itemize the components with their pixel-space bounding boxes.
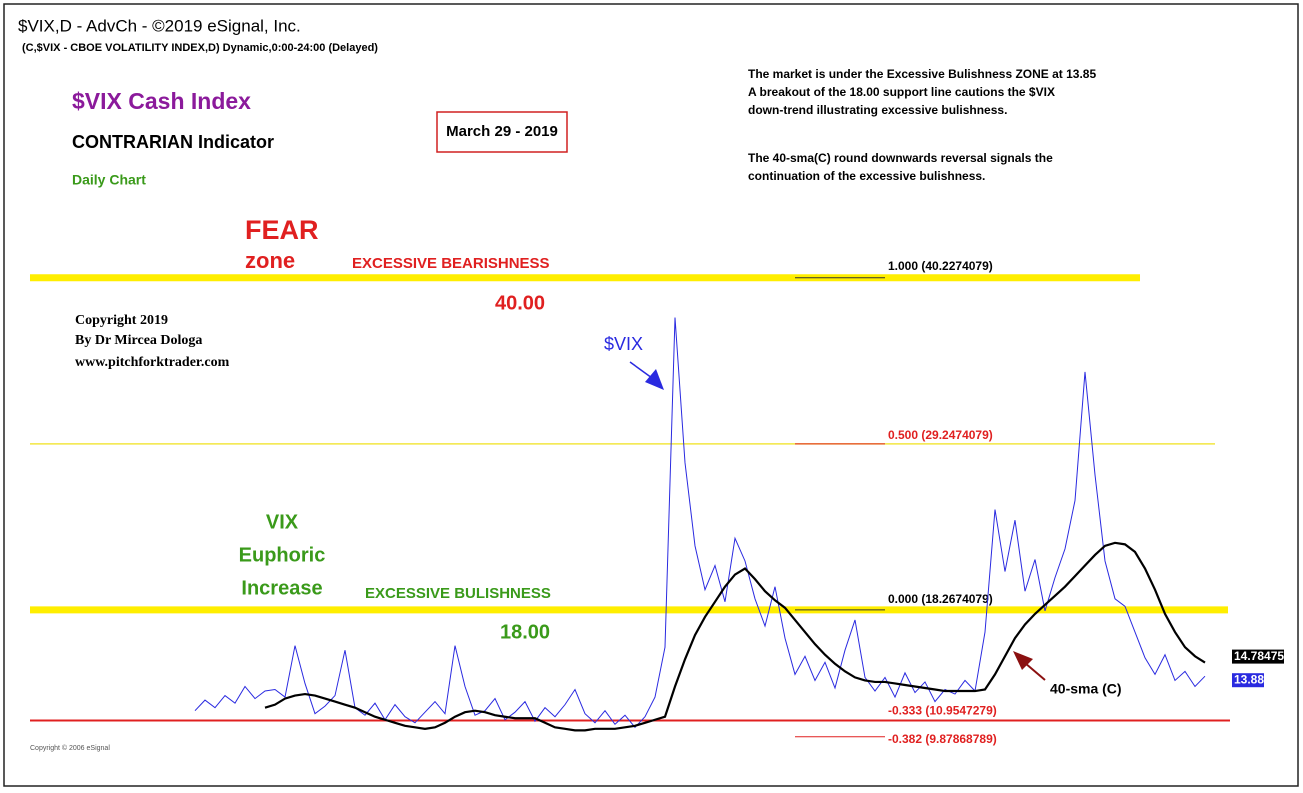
level-label: 0.500 (29.2474079) xyxy=(888,428,993,442)
annotation: zone xyxy=(245,248,295,273)
note: down-trend illustrating excessive bulish… xyxy=(748,103,1007,117)
note: The market is under the Excessive Bulish… xyxy=(748,67,1096,81)
annotation: EXCESSIVE BULISHNESS xyxy=(365,585,551,602)
annotation: FEAR xyxy=(245,215,319,245)
annotation: Euphoric xyxy=(239,544,326,566)
period: Daily Chart xyxy=(72,172,146,188)
annotation: VIX xyxy=(266,511,299,533)
annotation: 40-sma (C) xyxy=(1050,681,1122,697)
level-label: -0.382 (9.87868789) xyxy=(888,732,997,746)
frame xyxy=(3,3,1299,787)
date: March 29 - 2019 xyxy=(446,123,558,140)
chart-title: $VIX Cash Index xyxy=(72,88,251,114)
header-line: (C,$VIX - CBOE VOLATILITY INDEX,D) Dynam… xyxy=(22,42,378,54)
last-value-label: 13.88 xyxy=(1234,672,1264,686)
last-value-label: 14.78475 xyxy=(1234,649,1284,663)
arrow-head xyxy=(1013,651,1033,670)
note: continuation of the excessive bulishness… xyxy=(748,169,985,183)
date-box xyxy=(436,111,568,153)
copyright: Copyright 2019 xyxy=(75,313,168,328)
header-line: $VIX,D - AdvCh - ©2019 eSignal, Inc. xyxy=(18,16,301,35)
copyright: www.pitchforktrader.com xyxy=(75,355,230,370)
arrow xyxy=(629,361,653,379)
level-label: 1.000 (40.2274079) xyxy=(888,259,993,273)
copyright: By Dr Mircea Dologa xyxy=(75,333,202,348)
level-label: 0.000 (18.2674079) xyxy=(888,592,993,606)
annotation: Increase xyxy=(241,577,322,599)
annotation: EXCESSIVE BEARISHNESS xyxy=(352,255,550,272)
annotation: $VIX xyxy=(604,334,643,354)
annotation: 18.00 xyxy=(500,621,550,643)
source: Copyright © 2006 eSignal xyxy=(30,744,110,752)
annotation: 40.00 xyxy=(495,292,545,314)
last-value-box xyxy=(1232,649,1284,664)
level-label: -0.333 (10.9547279) xyxy=(888,704,997,718)
arrow-head xyxy=(645,369,664,390)
series-line xyxy=(194,317,1206,729)
last-value-box xyxy=(1232,673,1264,688)
note: The 40-sma(C) round downwards reversal s… xyxy=(748,151,1053,165)
chart-subtitle: CONTRARIAN Indicator xyxy=(72,132,274,152)
note: A breakout of the 18.00 support line cau… xyxy=(748,85,1055,99)
series-line xyxy=(264,541,1206,732)
arrow xyxy=(1024,662,1046,681)
